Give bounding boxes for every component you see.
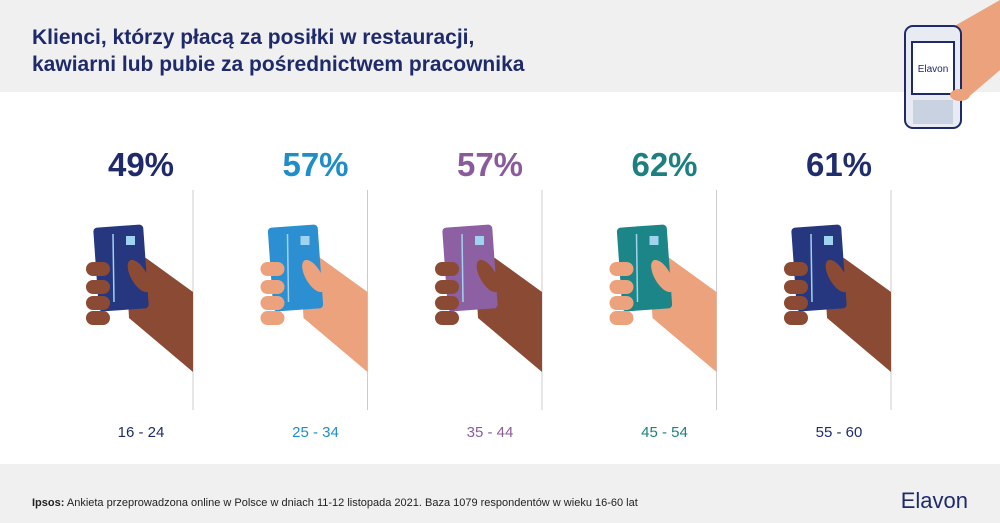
hand-card: [86, 224, 193, 372]
finger: [435, 311, 459, 325]
age-label: 16 - 24: [118, 424, 165, 441]
card-chip: [649, 236, 659, 245]
finger: [784, 311, 808, 325]
card-stripe: [461, 233, 464, 303]
finger: [435, 296, 459, 310]
finger: [784, 262, 808, 276]
thumb: [302, 259, 325, 293]
source-note: Ipsos: Ankieta przeprowadzona online w P…: [32, 497, 638, 509]
title-line: kawiarni lub pubie za pośrednictwem prac…: [32, 53, 525, 76]
thumb: [476, 259, 500, 293]
finger: [86, 262, 110, 276]
footer-logo: Elavon: [901, 488, 968, 513]
thumb: [651, 259, 674, 293]
title-line: Klienci, którzy płacą za posiłki w resta…: [32, 26, 474, 49]
hand-card: [260, 224, 368, 372]
phone-logo: Elavon: [918, 64, 949, 75]
finger: [609, 296, 634, 310]
header-band: [0, 0, 1000, 92]
percent-label: 61%: [806, 146, 872, 183]
thumb: [825, 259, 849, 293]
age-label: 45 - 54: [641, 424, 688, 441]
card-chip: [126, 236, 135, 245]
hand-card: [784, 224, 891, 372]
finger: [260, 262, 285, 276]
finger: [784, 296, 808, 310]
card-stripe: [635, 233, 639, 303]
age-label: 25 - 34: [292, 424, 339, 441]
finger: [784, 280, 808, 294]
finger: [260, 296, 285, 310]
source-text: Ankieta przeprowadzona online w Polsce w…: [67, 497, 638, 509]
percent-label: 62%: [631, 146, 697, 183]
finger: [435, 280, 459, 294]
age-label: 55 - 60: [816, 424, 863, 441]
source-label: Ipsos:: [32, 497, 64, 509]
phone-illustration: Elavon: [904, 0, 1000, 129]
finger: [260, 280, 285, 294]
finger: [609, 262, 634, 276]
card-chip: [300, 236, 310, 245]
card-stripe: [286, 233, 290, 303]
finger: [435, 262, 459, 276]
finger: [609, 311, 634, 325]
card-chip: [824, 236, 833, 245]
finger: [86, 311, 110, 325]
hand-card: [609, 224, 717, 372]
percent-label: 49%: [108, 146, 174, 183]
card-stripe: [112, 233, 115, 303]
percent-label: 57%: [282, 146, 348, 183]
card-stripe: [810, 233, 813, 303]
finger: [260, 311, 285, 325]
thumb: [127, 259, 151, 293]
age-label: 35 - 44: [467, 424, 514, 441]
hand-card: [435, 224, 542, 372]
card-chip: [475, 236, 484, 245]
percent-label: 57%: [457, 146, 523, 183]
finger: [609, 280, 634, 294]
footer-band: [0, 464, 1000, 523]
finger: [86, 280, 110, 294]
finger: [86, 296, 110, 310]
